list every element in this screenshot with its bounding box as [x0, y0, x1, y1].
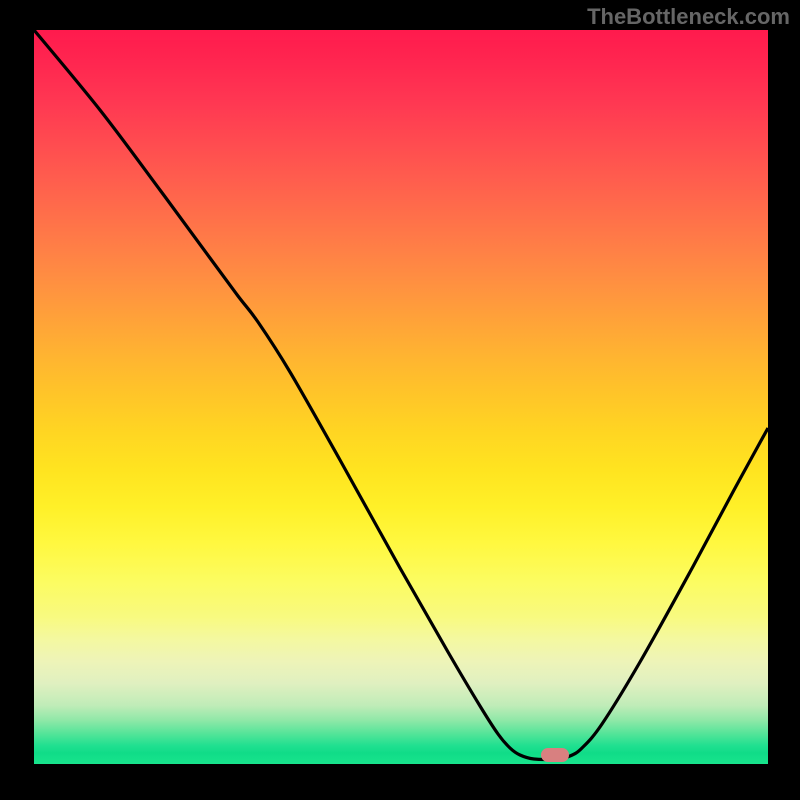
optimum-marker — [541, 748, 569, 762]
bottleneck-chart — [0, 0, 800, 800]
watermark-text: TheBottleneck.com — [587, 4, 790, 30]
gradient-background — [34, 30, 768, 764]
chart-container: TheBottleneck.com — [0, 0, 800, 800]
